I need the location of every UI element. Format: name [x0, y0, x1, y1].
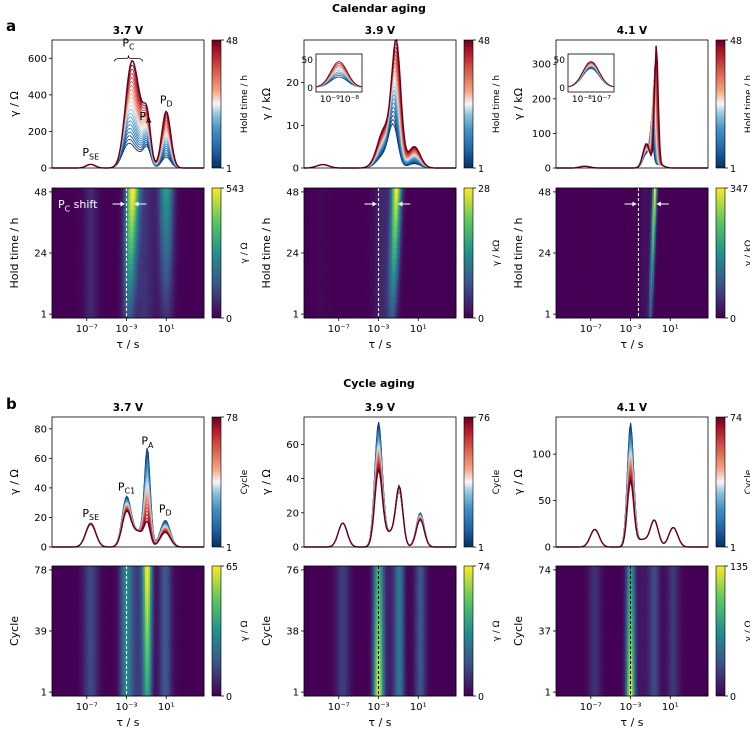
a4-ylabel: Hold time / h	[8, 217, 21, 288]
a1-colorbar	[212, 40, 221, 168]
a1-series-line	[52, 109, 204, 168]
a2-cb-max: 48	[478, 36, 490, 47]
a3-series-line	[556, 128, 708, 169]
a2-ytick-label: 0	[293, 164, 299, 175]
a5-colorbar	[464, 188, 473, 318]
a5-cb-label: γ / kΩ	[492, 240, 502, 266]
a3-cb-max: 48	[730, 36, 742, 47]
a1-cb-max: 48	[226, 36, 238, 47]
a1-series-line	[52, 143, 204, 168]
a3-series-line	[556, 119, 708, 168]
a5-ytick-label: 1	[293, 310, 299, 321]
a1-series-line	[52, 132, 204, 168]
a2-ytick-label: 10	[286, 121, 299, 132]
a1-ytick-label: 200	[28, 127, 47, 138]
a1-peak-label: PSE	[82, 146, 99, 161]
a2-ytick-label: 20	[286, 78, 299, 89]
a3-inset-xtick: 10⁻⁷	[591, 95, 611, 105]
a2-title: 3.9 V	[365, 25, 396, 37]
a3-ytick-label: 100	[532, 129, 551, 140]
a3-inset-frame	[568, 54, 614, 92]
a1-series-line	[52, 125, 204, 168]
a2-colorbar	[464, 40, 473, 168]
a1-title: 3.7 V	[113, 25, 144, 37]
a1-ylabel: γ / Ω	[8, 91, 21, 117]
a2-inset-xtick: 10⁻⁹	[320, 95, 340, 105]
a2-inset-frame	[316, 54, 362, 92]
a4-ytick-label: 48	[34, 187, 47, 198]
a3-series-line	[556, 111, 708, 168]
a5-ytick-label: 48	[286, 187, 299, 198]
a4-cb-min: 0	[226, 314, 232, 325]
a4-xtick-label: 10¹	[158, 324, 175, 335]
a4-xtick-label: 10⁻³	[116, 324, 138, 335]
a5-xtick-label: 10¹	[410, 324, 427, 335]
a1-peak-label: PC	[122, 36, 135, 51]
a3-colorbar	[716, 40, 725, 168]
a2-cb-label: Hold time / h	[492, 75, 502, 133]
section-b-title: Cycle aging	[343, 377, 415, 390]
a3-ylabel: γ / kΩ	[512, 88, 525, 120]
a3-cb-min: 1	[730, 164, 736, 175]
a2-inset-ytick: 50	[302, 56, 314, 66]
a3-title: 4.1 V	[617, 25, 648, 37]
a5-xlabel: τ / s	[368, 338, 391, 351]
a5-xtick-label: 10⁻⁷	[328, 324, 350, 335]
a1-cb-min: 1	[226, 164, 232, 175]
a3-series-line	[556, 99, 708, 168]
a3-series-line	[556, 131, 708, 168]
a5-ylabel: Hold time / h	[260, 217, 273, 288]
a5-cb-max: 28	[478, 184, 490, 195]
a3-inset-ytick: 0	[559, 84, 565, 94]
a1-brace	[114, 55, 142, 61]
section-a-title: Calendar aging	[332, 2, 426, 15]
a3-series-line	[556, 124, 708, 168]
a2-inset-ytick: 0	[307, 84, 313, 94]
a1-ytick-label: 600	[28, 54, 47, 65]
section-a-letter: a	[6, 17, 16, 35]
a2-cb-min: 1	[478, 164, 484, 175]
a3-inset-ytick: 50	[554, 56, 566, 66]
a4-cb-max: 543	[226, 184, 244, 195]
a1-ytick-label: 400	[28, 90, 47, 101]
section-b-letter: b	[6, 395, 17, 413]
a4-xlabel: τ / s	[116, 338, 139, 351]
a3-series-line	[556, 115, 708, 169]
a2-inset-xtick: 10⁻⁸	[339, 95, 359, 105]
a3-cb-label: Hold time / h	[744, 75, 750, 133]
a3-series-line	[556, 108, 708, 168]
a5-cb-min: 0	[478, 314, 484, 325]
a4-xtick-label: 10⁻⁷	[76, 324, 98, 335]
a3-series-line	[556, 80, 708, 168]
a3-series-line	[556, 94, 708, 168]
a3-series-line	[556, 105, 708, 168]
a3-ytick-label: 0	[545, 164, 551, 175]
a3-inset-xtick: 10⁻⁸	[572, 95, 592, 105]
a4-ytick-label: 1	[41, 310, 47, 321]
a4-cb-label: γ / Ω	[240, 242, 250, 263]
a1-series-line	[52, 121, 204, 168]
a1-series-line	[52, 128, 204, 168]
a3-ytick-label: 300	[532, 60, 551, 71]
a4-ytick-label: 24	[34, 249, 47, 260]
a1-series-line	[52, 117, 204, 168]
a5-ytick-label: 24	[286, 249, 299, 260]
a1-series-line	[52, 82, 204, 169]
a1-peak-label: PA	[139, 110, 152, 125]
a1-ytick-label: 0	[41, 164, 47, 175]
a1-peak-label: PD	[160, 93, 173, 108]
a5-xtick-label: 10⁻³	[368, 324, 390, 335]
a2-ylabel: γ / kΩ	[260, 88, 273, 120]
a4-colorbar	[212, 188, 221, 318]
a1-cb-label: Hold time / h	[240, 75, 250, 133]
a3-ytick-label: 200	[532, 94, 551, 105]
